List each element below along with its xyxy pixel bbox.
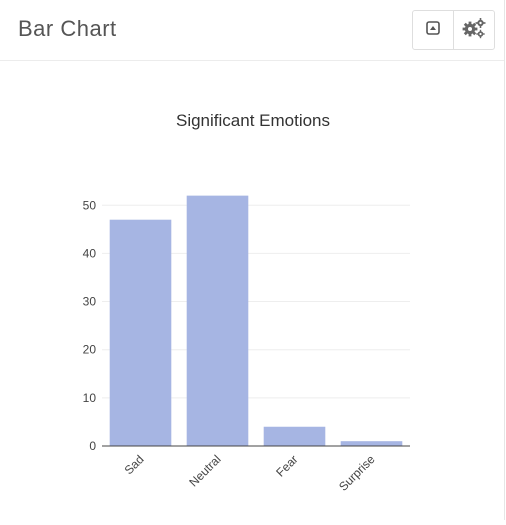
y-tick-label: 0 <box>89 439 96 453</box>
panel-header: Bar Chart <box>0 0 504 61</box>
gears-icon <box>462 17 486 44</box>
y-tick-label: 20 <box>83 343 97 357</box>
bar-surprise[interactable] <box>340 441 403 446</box>
panel-title: Bar Chart <box>18 16 117 41</box>
bar-sad[interactable] <box>109 219 172 446</box>
bar-chart: Significant Emotions 0 10 20 30 40 50 Sad Neut… <box>83 111 410 494</box>
x-axis-ticks: Sad Neutral Fear Surprise <box>122 452 378 494</box>
y-tick-label: 50 <box>83 198 97 212</box>
x-tick-label: Surprise <box>336 452 378 494</box>
bar-fear[interactable] <box>263 426 326 446</box>
collapse-up-icon <box>426 20 440 40</box>
y-tick-label: 40 <box>83 246 97 260</box>
chart-bars <box>109 195 403 446</box>
x-tick-label: Neutral <box>186 452 223 489</box>
x-tick-label: Fear <box>273 452 300 479</box>
settings-button[interactable] <box>453 11 494 49</box>
x-tick-label: Sad <box>122 452 147 477</box>
chart-area: Significant Emotions 0 10 20 30 40 50 Sad Neut… <box>0 61 505 520</box>
y-tick-label: 30 <box>83 295 97 309</box>
collapse-button[interactable] <box>413 11 453 49</box>
y-axis-ticks: 0 10 20 30 40 50 <box>83 198 97 453</box>
bar-neutral[interactable] <box>186 195 249 446</box>
panel-toolbar <box>412 10 495 50</box>
chart-title: Significant Emotions <box>176 111 330 130</box>
y-tick-label: 10 <box>83 391 97 405</box>
